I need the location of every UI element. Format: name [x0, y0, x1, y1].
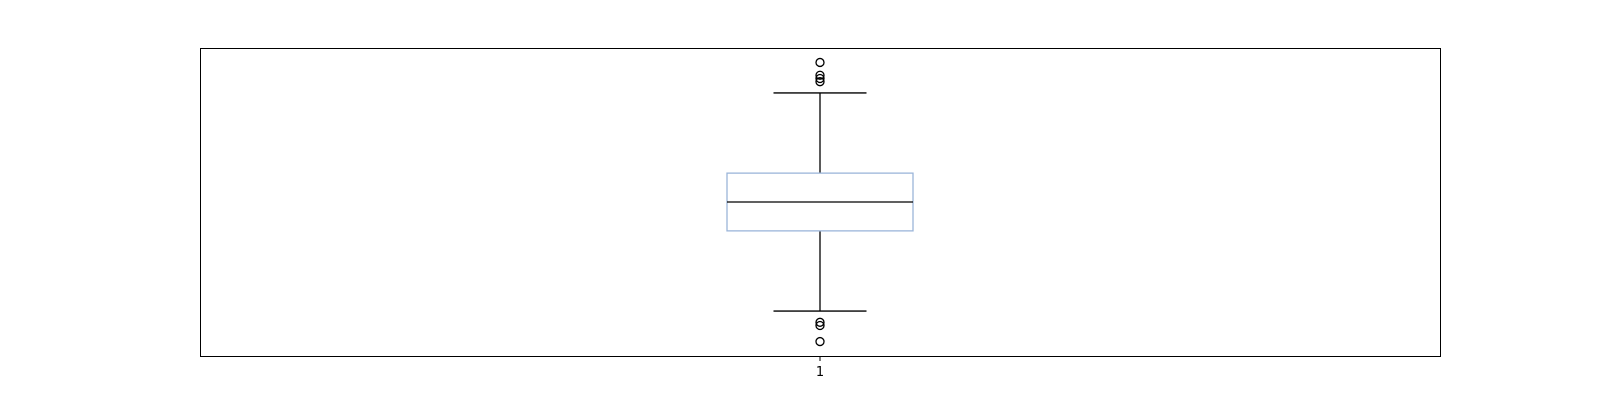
- outlier-point: [815, 73, 825, 84]
- outlier-point: [815, 57, 825, 68]
- outlier-point: [815, 77, 825, 87]
- outlier-point: [815, 336, 825, 347]
- outlier-point: [815, 317, 825, 327]
- outlier-point: [815, 70, 825, 80]
- outlier-point: [815, 320, 825, 331]
- chart-marks: 1: [726, 57, 914, 380]
- x-tick-label: 1: [816, 365, 824, 380]
